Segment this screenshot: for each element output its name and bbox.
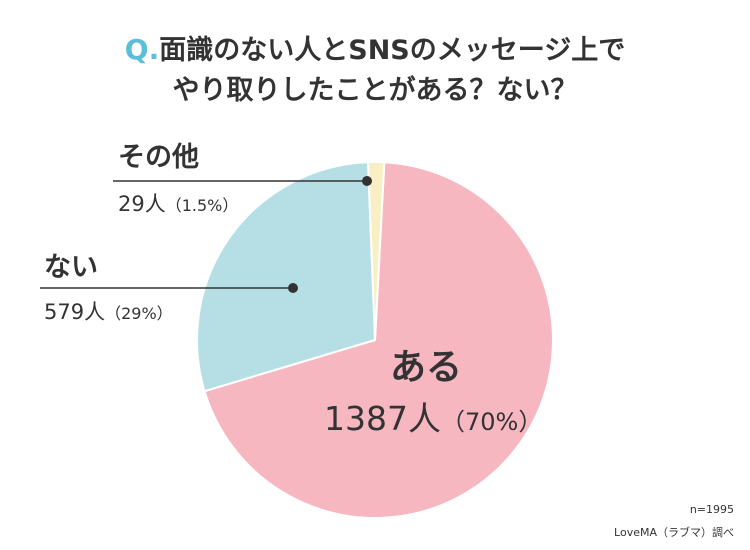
other-value-label: 29人（1.5%） [118,190,238,220]
leader-dot-other [362,176,372,186]
pie-slice-yes [203,161,554,519]
yes-percent: （70%） [440,408,543,436]
other-count: 29人 [118,192,166,216]
yes-category-label: ある [390,347,463,388]
other-category-label: その他 [118,142,199,173]
no-category-label: ない [44,252,98,283]
no-percent: （29%） [105,304,173,323]
chart-title: Q.面識のない人とSNSのメッセージ上で やり取りしたことがある？ない？ [0,30,750,111]
leader-dot-no [288,283,298,293]
slice-label-no: ない [44,252,98,284]
yes-value-label: 1387人（70%） [324,392,542,440]
question-mark-label: Q. [124,33,160,66]
pie-slice-no [196,161,377,393]
pie-slice-other [367,161,386,341]
sample-size-note: n=1995 [689,503,734,516]
slice-label-other: その他 [118,142,199,174]
title-line-2: やり取りしたことがある？ない？ [172,75,578,106]
other-percent: （1.5%） [165,196,239,215]
source-note: LoveMA（ラブマ）調べ [614,526,734,539]
no-count: 579人 [44,300,106,324]
title-line-1: 面識のない人とSNSのメッセージ上で [159,35,626,66]
yes-count: 1387人 [324,399,441,438]
no-value-label: 579人（29%） [44,298,173,328]
